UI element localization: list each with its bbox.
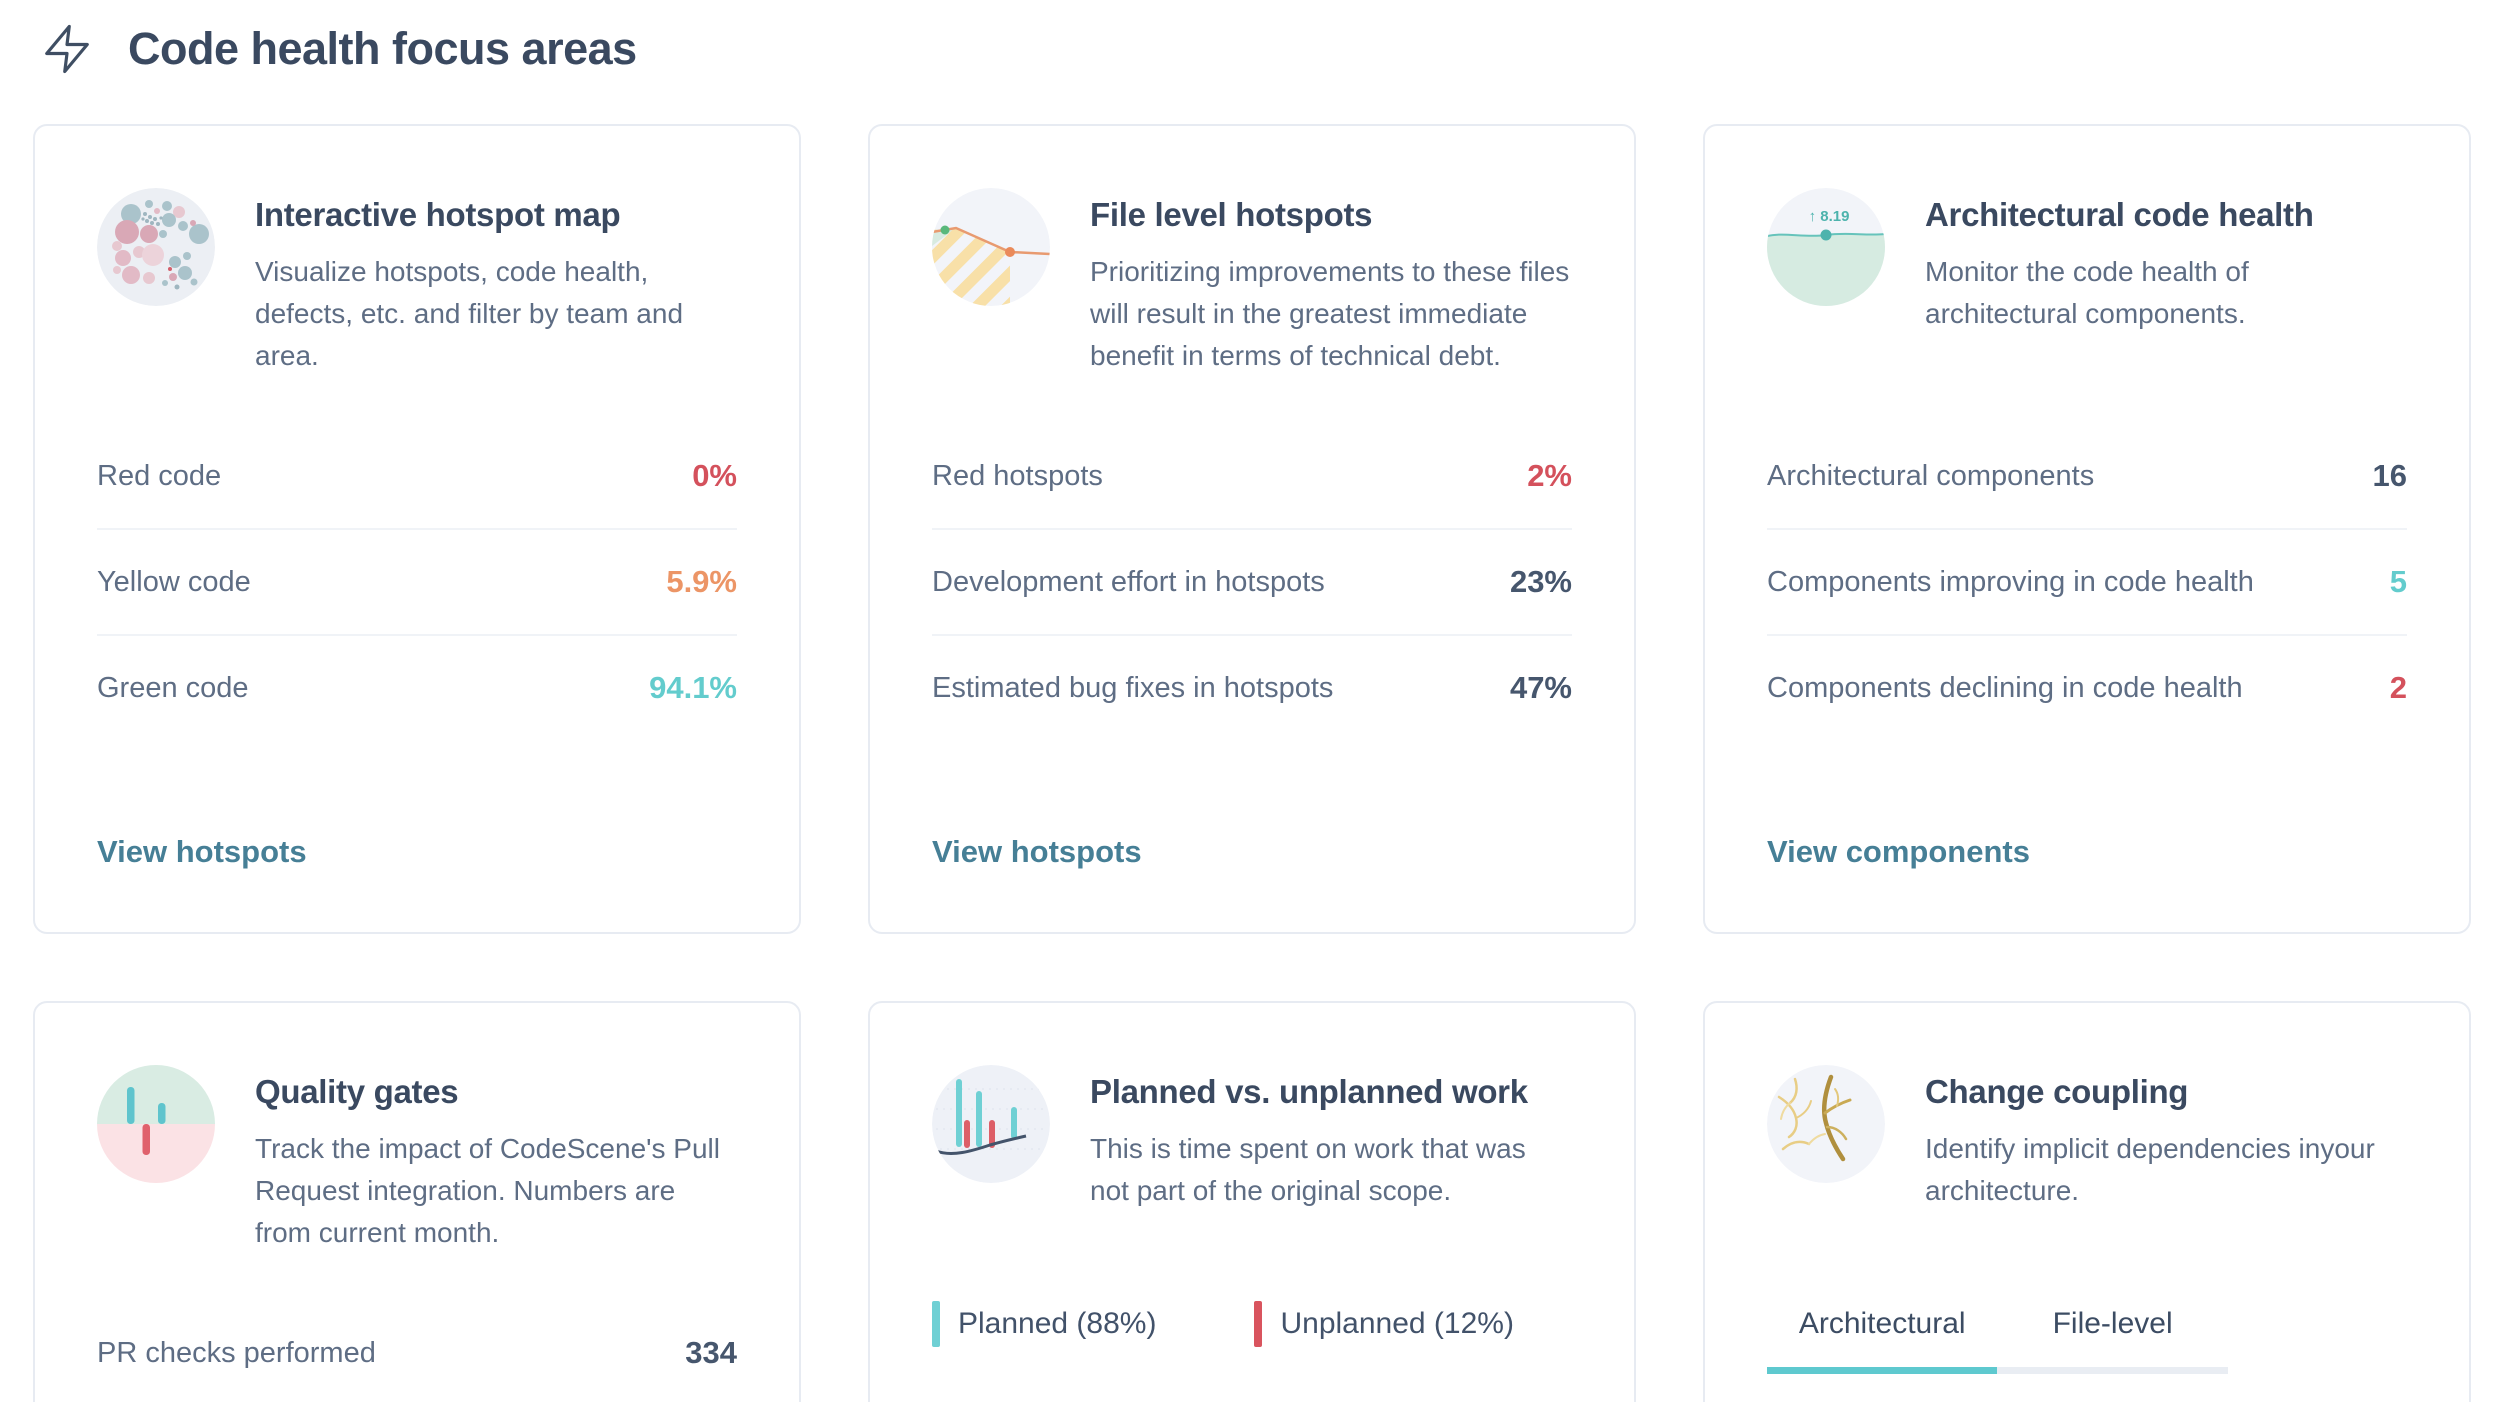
page-header: Code health focus areas [0, 0, 2504, 76]
card-header: File level hotspots Prioritizing improve… [932, 188, 1572, 424]
card-change-coupling: Change coupling Identify implicit depend… [1703, 1001, 2471, 1402]
card-title: File level hotspots [1090, 196, 1373, 233]
legend-label: Unplanned (12%) [1280, 1307, 1514, 1340]
stat-row: Architectural components 16 [1767, 424, 2407, 528]
stat-row: Green code 94.1% [97, 634, 737, 740]
stat-value: 5 [2389, 564, 2407, 599]
hotspot-bubble-map-icon [97, 188, 215, 306]
stat-row: Components improving in code health 5 [1767, 528, 2407, 634]
card-title: Architectural code health [1925, 196, 2314, 233]
stat-value: 23% [1509, 564, 1572, 599]
card-head-text: File level hotspots Prioritizing improve… [1090, 188, 1572, 424]
card-file-level-hotspots: File level hotspots Prioritizing improve… [868, 124, 1636, 934]
planned-unplanned-legend: Planned (88%) Unplanned (12%) [932, 1301, 1572, 1347]
card-stats: Red hotspots 2% Development effort in ho… [932, 424, 1572, 740]
stat-row: Components declining in code health 2 [1767, 634, 2407, 740]
card-header: Change coupling Identify implicit depend… [1767, 1065, 2407, 1301]
stat-value: 16 [2372, 458, 2407, 493]
stat-value: 334 [685, 1335, 737, 1370]
stat-label: Red hotspots [932, 459, 1103, 492]
card-architectural-code-health: ↑ 8.19 Architectural code health Monitor… [1703, 124, 2471, 934]
card-description: Monitor the code health of architectural… [1925, 256, 2249, 329]
card-stats: Red code 0% Yellow code 5.9% Green code … [97, 424, 737, 740]
stat-value: 2% [1527, 458, 1572, 493]
stat-label: Yellow code [97, 565, 251, 598]
planned-legend-swatch [932, 1301, 940, 1347]
card-description: This is time spent on work that was not … [1090, 1133, 1526, 1206]
card-quality-gates: Quality gates Track the impact of CodeSc… [33, 1001, 801, 1402]
card-head-text: Architectural code health Monitor the co… [1925, 188, 2407, 424]
stat-label: PR checks performed [97, 1336, 376, 1369]
view-hotspots-link[interactable]: View hotspots [97, 834, 307, 869]
card-title: Planned vs. unplanned work [1090, 1073, 1528, 1110]
card-head-text: Change coupling Identify implicit depend… [1925, 1065, 2407, 1301]
stat-row: Red hotspots 2% [932, 424, 1572, 528]
card-stats: Architectural components 16 Components i… [1767, 424, 2407, 740]
page-title: Code health focus areas [128, 23, 637, 74]
stat-value: 0% [692, 458, 737, 493]
coupling-tabs: Architectural File-level [1767, 1301, 2228, 1374]
card-title: Change coupling [1925, 1073, 2189, 1110]
code-health-score: ↑ 8.19 [1809, 208, 1850, 225]
card-description: Visualize hotspots, code health, defects… [255, 256, 684, 371]
change-coupling-icon [1767, 1065, 1885, 1183]
tab-file-level[interactable]: File-level [1997, 1301, 2228, 1374]
card-description: Track the impact of CodeScene's Pull Req… [255, 1133, 720, 1248]
stat-row: Estimated bug fixes in hotspots 47% [932, 634, 1572, 740]
card-head-text: Quality gates Track the impact of CodeSc… [255, 1065, 737, 1301]
view-hotspots-link[interactable]: View hotspots [932, 834, 1142, 869]
card-description: Identify implicit dependencies inyour ar… [1925, 1133, 2375, 1206]
card-header: Planned vs. unplanned work This is time … [932, 1065, 1572, 1301]
card-stats: PR checks performed 334 [97, 1301, 737, 1402]
stat-value: 2 [2389, 670, 2407, 705]
stat-label: Components declining in code health [1767, 671, 2243, 704]
stat-label: Estimated bug fixes in hotspots [932, 671, 1334, 704]
stat-value: 94.1% [649, 670, 737, 705]
planned-work-chart-icon [932, 1065, 1050, 1183]
card-planned-vs-unplanned: Planned vs. unplanned work This is time … [868, 1001, 1636, 1402]
legend-item-unplanned: Unplanned (12%) [1254, 1301, 1514, 1347]
stat-row: Red code 0% [97, 424, 737, 528]
stat-label: Development effort in hotspots [932, 565, 1325, 598]
stat-value: 47% [1509, 670, 1572, 705]
card-title: Interactive hotspot map [255, 196, 621, 233]
card-header: Interactive hotspot map Visualize hotspo… [97, 188, 737, 424]
stat-label: Green code [97, 671, 249, 704]
cards-grid: Interactive hotspot map Visualize hotspo… [33, 124, 2471, 1402]
legend-item-planned: Planned (88%) [932, 1301, 1156, 1347]
stat-label: Components improving in code health [1767, 565, 2254, 598]
unplanned-legend-swatch [1254, 1301, 1263, 1347]
code-health-gauge-icon: ↑ 8.19 [1767, 188, 1885, 306]
quality-gates-icon [97, 1065, 215, 1183]
stat-row: PR checks performed 334 [97, 1301, 737, 1402]
hotspot-trend-icon [932, 188, 1050, 306]
card-head-text: Planned vs. unplanned work This is time … [1090, 1065, 1572, 1301]
tab-architectural[interactable]: Architectural [1767, 1301, 1998, 1374]
view-components-link[interactable]: View components [1767, 834, 2030, 869]
card-head-text: Interactive hotspot map Visualize hotspo… [255, 188, 737, 424]
card-title: Quality gates [255, 1073, 459, 1110]
legend-label: Planned (88%) [958, 1307, 1157, 1340]
stat-row: Yellow code 5.9% [97, 528, 737, 634]
card-header: Quality gates Track the impact of CodeSc… [97, 1065, 737, 1301]
card-interactive-hotspot-map: Interactive hotspot map Visualize hotspo… [33, 124, 801, 934]
zap-icon [45, 24, 89, 74]
stat-label: Architectural components [1767, 459, 2095, 492]
stat-label: Red code [97, 459, 222, 492]
card-header: ↑ 8.19 Architectural code health Monitor… [1767, 188, 2407, 424]
card-description: Prioritizing improvements to these files… [1090, 256, 1570, 371]
stat-row: Development effort in hotspots 23% [932, 528, 1572, 634]
stat-value: 5.9% [666, 564, 737, 599]
